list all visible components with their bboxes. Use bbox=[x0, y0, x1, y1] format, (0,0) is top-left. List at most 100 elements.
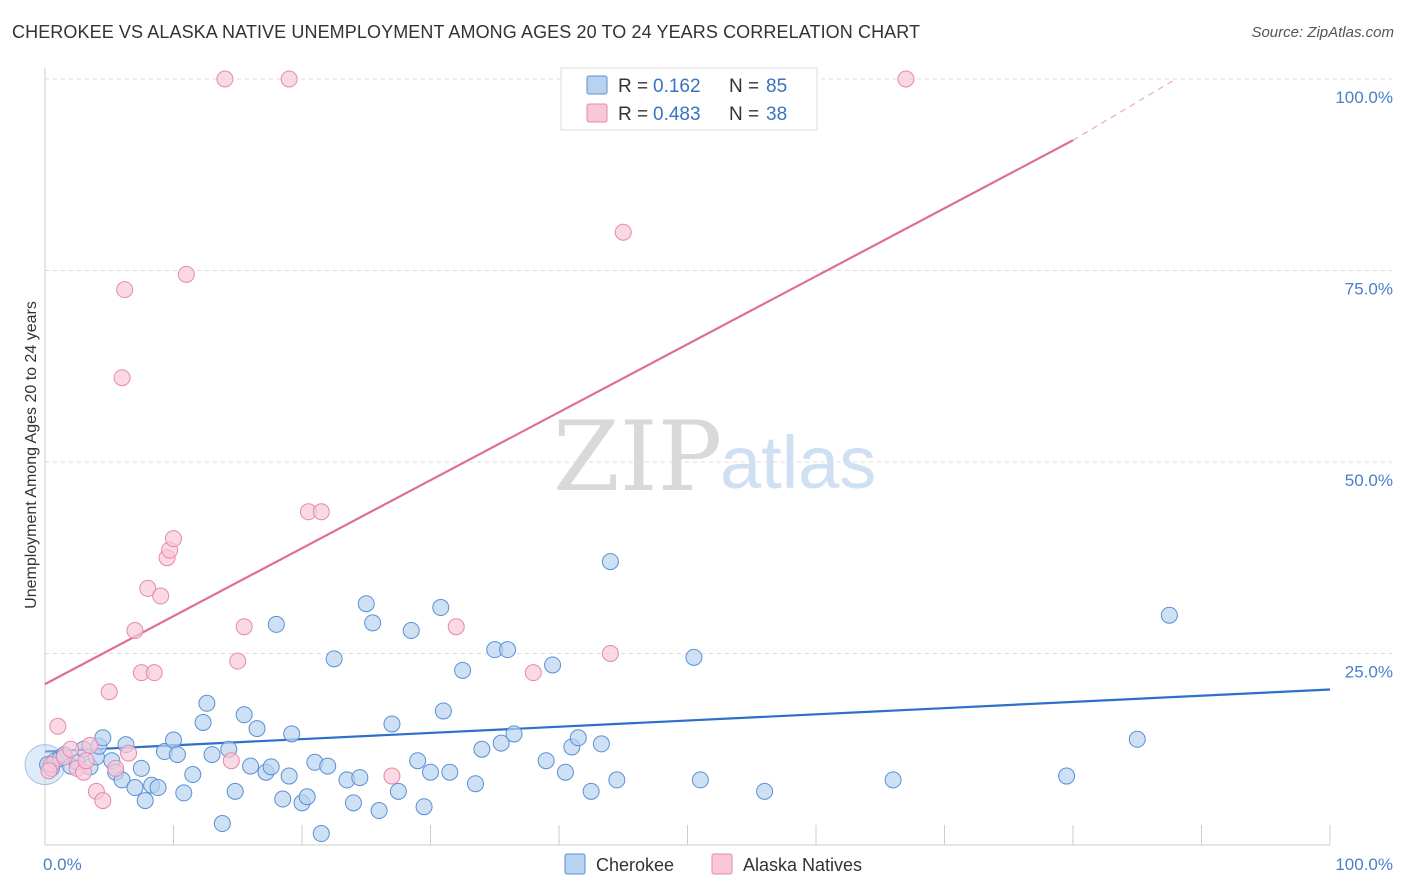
point-alaska-9 bbox=[100, 683, 118, 701]
point-cherokee-79 bbox=[691, 771, 709, 789]
watermark-zip: ZIP bbox=[553, 401, 722, 513]
point-alaska-23 bbox=[216, 70, 234, 88]
y-axis-title: Unemployment Among Ages 20 to 24 years bbox=[23, 301, 40, 609]
point-cherokee-70 bbox=[544, 656, 562, 674]
legend-r-value-cherokee: 0.162 bbox=[653, 76, 701, 97]
point-cherokee-57 bbox=[415, 798, 433, 816]
point-cherokee-63 bbox=[466, 775, 484, 793]
point-alaska-3 bbox=[62, 740, 80, 758]
point-cherokee-62 bbox=[454, 661, 472, 679]
point-cherokee-73 bbox=[569, 729, 587, 747]
point-alaska-22 bbox=[177, 265, 195, 283]
point-cherokee-78 bbox=[685, 648, 703, 666]
grid bbox=[45, 78, 1392, 654]
point-alaska-33 bbox=[601, 645, 619, 662]
point-alaska-14 bbox=[126, 622, 144, 640]
bottom-legend: Cherokee Alaska Natives bbox=[564, 853, 862, 875]
point-alaska-17 bbox=[145, 664, 163, 682]
trend-line-alaska-extension bbox=[1072, 78, 1177, 141]
y-tick-label-50: 50.0% bbox=[1345, 471, 1393, 490]
point-alaska-25 bbox=[229, 652, 247, 670]
point-alaska-30 bbox=[383, 767, 401, 785]
legend-n-label-cherokee: N = bbox=[729, 76, 759, 97]
point-cherokee-76 bbox=[601, 553, 619, 571]
point-cherokee-45 bbox=[319, 757, 337, 775]
y-tick-label-25: 25.0% bbox=[1345, 663, 1393, 682]
chart-title: CHEROKEE VS ALASKA NATIVE UNEMPLOYMENT A… bbox=[12, 22, 921, 42]
point-cherokee-23 bbox=[168, 746, 186, 764]
point-cherokee-66 bbox=[492, 734, 510, 752]
point-cherokee-80 bbox=[756, 782, 774, 800]
point-alaska-36 bbox=[40, 762, 58, 780]
point-alaska-12 bbox=[116, 281, 134, 299]
legend-n-value-cherokee: 85 bbox=[766, 76, 787, 97]
point-cherokee-77 bbox=[608, 771, 626, 789]
trend-line-alaska bbox=[44, 139, 1074, 686]
point-cherokee-82 bbox=[1058, 767, 1076, 785]
y-tick-label-75: 75.0% bbox=[1345, 280, 1393, 299]
bottom-legend-label-cherokee: Cherokee bbox=[596, 855, 674, 875]
point-cherokee-54 bbox=[389, 782, 407, 800]
point-alaska-27 bbox=[280, 70, 298, 88]
point-cherokee-27 bbox=[198, 694, 216, 712]
point-alaska-29 bbox=[312, 503, 330, 521]
point-cherokee-22 bbox=[165, 731, 182, 749]
point-cherokee-49 bbox=[351, 769, 369, 787]
point-alaska-16 bbox=[139, 579, 157, 597]
legend-n-label-alaska: N = bbox=[729, 104, 759, 125]
point-cherokee-84 bbox=[1160, 606, 1178, 624]
point-alaska-6 bbox=[81, 736, 99, 754]
point-cherokee-51 bbox=[364, 614, 382, 632]
point-cherokee-37 bbox=[267, 615, 285, 633]
trend-lines bbox=[44, 78, 1331, 753]
point-cherokee-36 bbox=[262, 758, 280, 776]
point-alaska-1 bbox=[49, 717, 67, 735]
legend-n-value-alaska: 38 bbox=[766, 104, 787, 125]
point-cherokee-53 bbox=[383, 715, 401, 733]
point-cherokee-16 bbox=[126, 779, 144, 797]
point-cherokee-81 bbox=[884, 771, 902, 789]
point-alaska-18 bbox=[152, 587, 170, 605]
trend-line-cherokee bbox=[44, 688, 1331, 753]
point-cherokee-52 bbox=[370, 802, 388, 820]
point-cherokee-38 bbox=[274, 790, 292, 808]
point-cherokee-67 bbox=[499, 641, 517, 659]
point-cherokee-34 bbox=[248, 720, 266, 738]
point-cherokee-64 bbox=[473, 740, 491, 758]
point-cherokee-44 bbox=[312, 825, 330, 843]
point-cherokee-46 bbox=[325, 650, 343, 668]
point-cherokee-40 bbox=[283, 725, 301, 743]
point-cherokee-29 bbox=[213, 815, 231, 833]
point-cherokee-83 bbox=[1128, 730, 1146, 748]
point-alaska-8 bbox=[94, 792, 112, 810]
point-cherokee-74 bbox=[582, 782, 600, 800]
bottom-legend-label-alaska: Alaska Natives bbox=[743, 855, 862, 875]
point-alaska-35 bbox=[897, 70, 915, 88]
point-alaska-31 bbox=[447, 618, 465, 636]
legend-r-label-alaska: R = bbox=[618, 104, 648, 125]
point-cherokee-32 bbox=[235, 706, 253, 724]
point-cherokee-55 bbox=[402, 622, 420, 640]
y-tick-label-100: 100.0% bbox=[1335, 88, 1393, 107]
legend-swatch-cherokee bbox=[586, 75, 608, 95]
source-label: Source: ZipAtlas.com bbox=[1251, 24, 1394, 41]
point-cherokee-33 bbox=[242, 757, 260, 775]
point-cherokee-18 bbox=[136, 792, 154, 810]
point-cherokee-17 bbox=[132, 759, 150, 777]
point-cherokee-11 bbox=[94, 729, 112, 747]
point-cherokee-26 bbox=[194, 713, 212, 731]
point-cherokee-71 bbox=[556, 763, 574, 781]
legend-r-label-cherokee: R = bbox=[618, 76, 648, 97]
axes: 25.0% 50.0% 75.0% 100.0% 0.0% 100.0% bbox=[43, 68, 1393, 874]
x-tick-label-min: 0.0% bbox=[43, 855, 82, 874]
x-tick-label-max: 100.0% bbox=[1335, 855, 1393, 874]
point-cherokee-24 bbox=[175, 784, 193, 802]
point-cherokee-39 bbox=[280, 767, 298, 785]
point-cherokee-59 bbox=[432, 599, 450, 617]
point-alaska-24 bbox=[222, 752, 240, 770]
legend-r-value-alaska: 0.483 bbox=[653, 104, 701, 125]
legend-swatch-alaska bbox=[586, 103, 608, 123]
point-cherokee-60 bbox=[434, 702, 452, 720]
point-cherokee-68 bbox=[505, 725, 523, 743]
